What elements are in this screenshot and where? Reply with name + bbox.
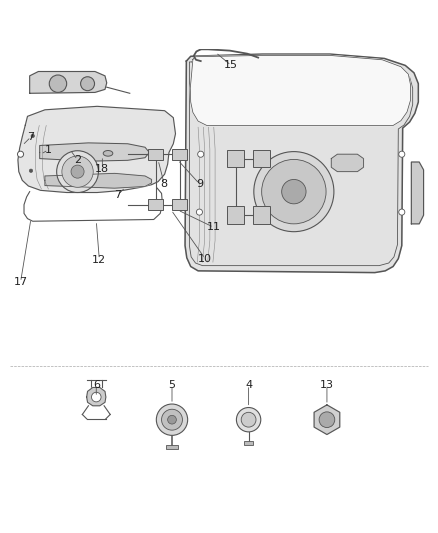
Text: 4: 4 [245,380,252,390]
Bar [148,199,163,211]
Bar [173,149,187,160]
Circle shape [261,159,326,224]
Polygon shape [190,55,410,125]
Polygon shape [40,143,149,161]
Circle shape [282,180,306,204]
Text: 1: 1 [45,145,52,155]
Polygon shape [30,71,107,93]
Text: 5: 5 [169,380,176,390]
Circle shape [71,165,84,178]
Polygon shape [45,173,152,188]
Circle shape [319,412,335,427]
Bar [148,149,163,160]
Bar [227,206,244,224]
Text: 15: 15 [224,60,238,70]
Circle shape [168,415,177,424]
Circle shape [92,392,101,402]
Text: 13: 13 [320,380,334,390]
Bar [166,445,178,449]
Polygon shape [87,387,106,406]
Text: 2: 2 [74,155,81,165]
Circle shape [399,151,405,157]
Text: 17: 17 [14,277,28,287]
Bar [227,150,244,167]
Ellipse shape [103,150,113,156]
Text: 6: 6 [93,380,100,390]
Circle shape [29,169,33,173]
Circle shape [198,151,204,157]
Polygon shape [411,162,424,224]
Circle shape [254,151,334,232]
Circle shape [156,404,187,435]
Polygon shape [314,405,340,434]
Bar [253,206,270,224]
Text: 8: 8 [161,179,168,189]
Text: 11: 11 [207,222,221,232]
Text: 12: 12 [92,255,106,264]
Circle shape [399,209,405,215]
Text: 10: 10 [198,254,212,264]
Circle shape [31,134,35,138]
Circle shape [241,413,256,427]
Circle shape [162,409,183,430]
Circle shape [49,75,67,92]
Polygon shape [331,154,364,172]
Polygon shape [18,107,176,192]
Circle shape [57,151,99,192]
Circle shape [81,77,95,91]
Bar [173,199,187,211]
Circle shape [196,209,202,215]
Text: 18: 18 [95,164,110,174]
Polygon shape [185,54,418,272]
Text: 9: 9 [196,179,203,189]
Bar [244,441,253,445]
Text: 7: 7 [114,190,122,200]
Circle shape [237,408,261,432]
Circle shape [18,151,24,157]
Circle shape [62,156,93,187]
Bar [253,150,270,167]
Text: 7: 7 [28,132,35,142]
